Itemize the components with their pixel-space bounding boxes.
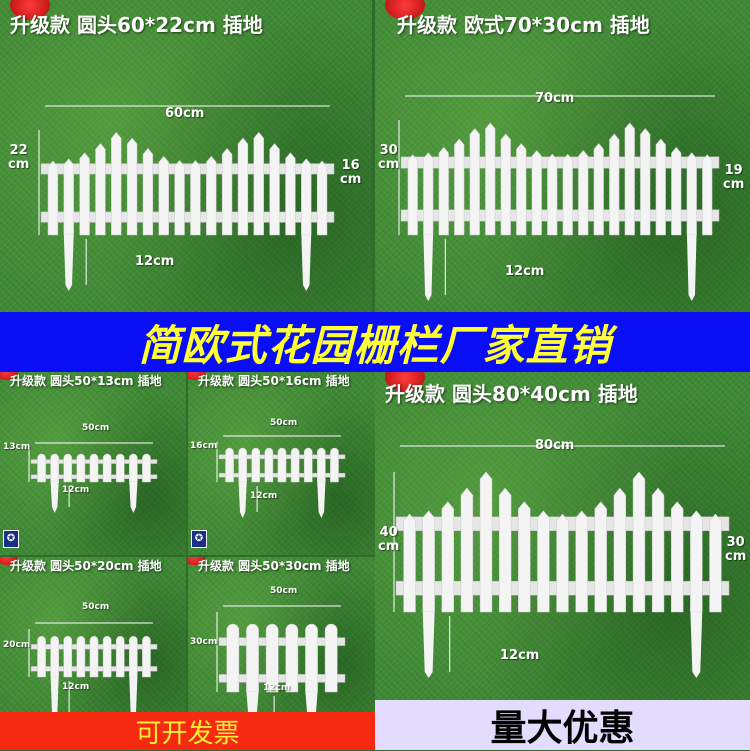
- panel-title: 升级款 圆头50*16cm 插地: [198, 374, 350, 388]
- flower-decoration: [188, 557, 206, 565]
- flower-decoration: [0, 372, 18, 380]
- fence-illustration: [28, 622, 158, 712]
- inner-height-label: 30 cm: [725, 535, 747, 564]
- lion-logo-icon: ✪: [191, 530, 207, 548]
- inner-height-label: 16 cm: [340, 158, 362, 187]
- invoice-text: 可开发票: [135, 718, 240, 749]
- stake-label: 12cm: [62, 485, 90, 495]
- flower-decoration: [385, 372, 425, 392]
- width-label: 50cm: [82, 602, 110, 612]
- width-label: 60cm: [165, 106, 205, 121]
- panel-title: 升级款 圆头80*40cm 插地: [385, 382, 638, 406]
- height-label: 22 cm: [8, 143, 30, 172]
- product-panel-p4: 升级款 圆头50*16cm 插地 50cm 16cm 12cm ✪: [188, 372, 375, 555]
- stake-label: 12cm: [500, 648, 540, 663]
- product-panel-p3: 升级款 圆头50*13cm 插地 50cm 13cm 12cm ✪: [0, 372, 186, 555]
- width-label: 50cm: [82, 423, 110, 433]
- product-panel-p6: 升级款 圆头50*30cm 插地 50cm 30cm 12cm: [188, 557, 375, 712]
- height-label: 16cm: [190, 441, 218, 451]
- inner-height-label: 19 cm: [723, 163, 745, 192]
- flower-decoration: [188, 372, 206, 380]
- fence-illustration: [28, 442, 158, 513]
- width-label: 50cm: [270, 418, 298, 428]
- product-panel-p5: 升级款 圆头50*20cm 插地 50cm 20cm 12cm: [0, 557, 186, 712]
- discount-text: 量大优惠: [490, 708, 635, 749]
- height-label: 13cm: [3, 442, 31, 452]
- panel-title: 升级款 圆头50*20cm 插地: [10, 559, 162, 573]
- panel-title: 升级款 欧式70*30cm 插地: [397, 13, 650, 37]
- flower-decoration: [0, 557, 18, 565]
- panel-title: 升级款 圆头60*22cm 插地: [10, 13, 263, 37]
- height-label: 30 cm: [378, 143, 400, 172]
- fence-illustration: [38, 105, 335, 291]
- width-label: 50cm: [270, 586, 298, 596]
- headline-text: 简欧式花园栅栏厂家直销: [138, 320, 612, 370]
- width-label: 80cm: [535, 438, 575, 453]
- discount-badge: 量大优惠: [375, 700, 750, 750]
- product-panel-p7: 升级款 圆头80*40cm 插地 80cm 40 cm 30 cm 12cm: [375, 372, 750, 700]
- fence-illustration: [216, 435, 346, 518]
- stake-label: 12cm: [135, 254, 175, 269]
- height-label: 30cm: [190, 637, 218, 647]
- stake-label: 12cm: [505, 264, 545, 279]
- product-panel-p2: 升级款 欧式70*30cm 插地 70cm 30 cm 19 cm 12cm: [375, 0, 750, 312]
- product-panel-p1: 升级款 圆头60*22cm 插地 60cm 22 cm 16 cm 12cm: [0, 0, 372, 312]
- stake-label: 12cm: [62, 682, 90, 692]
- headline-banner: 简欧式花园栅栏厂家直销: [0, 312, 750, 372]
- invoice-badge: 可开发票: [0, 712, 375, 750]
- fence-illustration: [216, 605, 346, 712]
- fence-illustration: [398, 95, 720, 301]
- fence-illustration: [393, 445, 730, 678]
- width-label: 70cm: [535, 91, 575, 106]
- height-label: 40 cm: [378, 525, 400, 554]
- flower-decoration: [385, 0, 425, 20]
- stake-label: 12cm: [263, 683, 291, 693]
- flower-decoration: [10, 0, 50, 20]
- panel-title: 升级款 圆头50*13cm 插地: [10, 374, 162, 388]
- height-label: 20cm: [3, 640, 31, 650]
- lion-logo-icon: ✪: [3, 530, 19, 548]
- stake-label: 12cm: [250, 491, 278, 501]
- panel-title: 升级款 圆头50*30cm 插地: [198, 559, 350, 573]
